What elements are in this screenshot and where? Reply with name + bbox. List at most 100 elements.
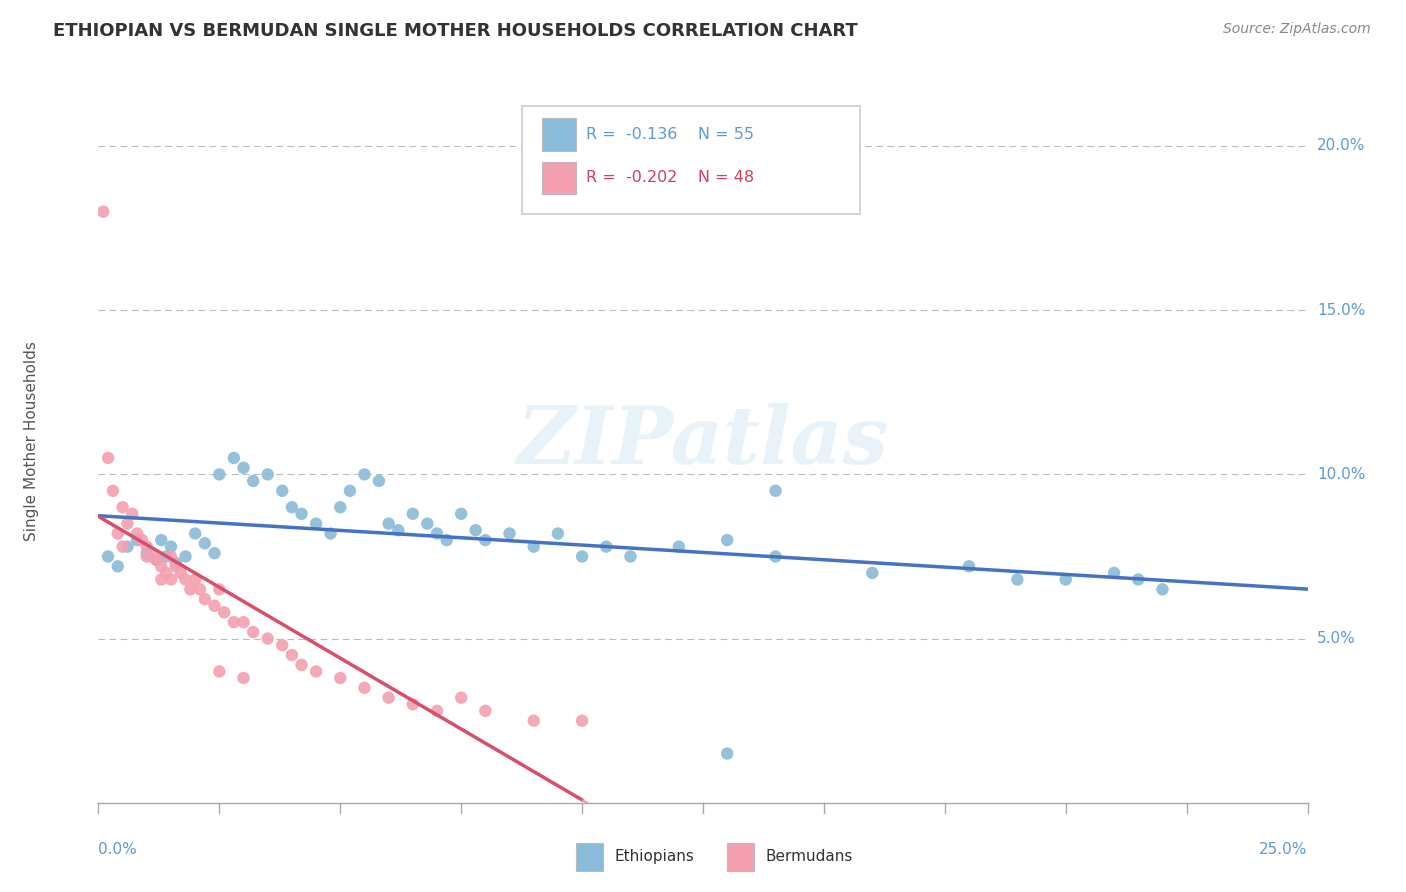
Text: 25.0%: 25.0% [1260,842,1308,857]
Point [208,582,231,597]
Point [184,573,207,587]
Point [436,533,458,547]
Point [256,632,278,646]
Point [668,540,690,554]
Point [91,204,114,219]
Point [498,526,520,541]
Point [523,540,546,554]
Point [232,671,254,685]
Point [305,665,328,679]
Point [416,516,439,531]
Text: 10.0%: 10.0% [1317,467,1365,482]
Point [107,526,129,541]
Point [194,536,217,550]
Point [571,549,593,564]
Point [290,657,312,672]
Text: R =  -0.202    N = 48: R = -0.202 N = 48 [586,170,754,186]
Point [160,573,183,587]
Point [765,549,787,564]
Point [329,671,352,685]
Point [232,615,254,630]
Point [450,690,472,705]
Point [402,507,425,521]
Point [319,526,342,541]
Text: ETHIOPIAN VS BERMUDAN SINGLE MOTHER HOUSEHOLDS CORRELATION CHART: ETHIOPIAN VS BERMUDAN SINGLE MOTHER HOUS… [53,22,858,40]
Point [188,582,211,597]
Point [145,553,167,567]
Text: 20.0%: 20.0% [1317,138,1365,153]
Point [165,559,187,574]
Text: 5.0%: 5.0% [1317,632,1355,646]
Point [101,483,124,498]
Point [165,556,187,570]
Point [571,714,593,728]
Point [1007,573,1029,587]
Point [256,467,278,482]
Point [135,546,157,560]
Point [426,526,449,541]
Point [127,526,149,541]
Point [271,483,294,498]
Text: Single Mother Households: Single Mother Households [24,342,39,541]
Point [290,507,312,521]
Point [1102,566,1125,580]
Point [135,540,157,554]
Point [716,747,738,761]
Point [957,559,980,574]
Point [194,592,217,607]
Bar [543,161,576,194]
Point [127,533,149,547]
Point [212,605,235,619]
Point [523,714,546,728]
Point [204,546,226,560]
Point [174,549,197,564]
Point [204,599,226,613]
Point [111,500,134,515]
Point [97,549,120,564]
Text: R =  -0.136    N = 55: R = -0.136 N = 55 [586,127,754,142]
Point [208,467,231,482]
Text: Ethiopians: Ethiopians [614,849,695,864]
Point [474,704,496,718]
Point [426,704,449,718]
Point [281,648,304,662]
Point [145,553,167,567]
Point [271,638,294,652]
Point [155,549,177,564]
Point [377,690,399,705]
Text: 0.0%: 0.0% [98,842,138,857]
Point [131,533,153,547]
Bar [576,843,603,871]
Point [169,566,191,580]
Point [619,549,641,564]
Point [160,540,183,554]
Point [450,507,472,521]
Point [150,559,173,574]
Text: Source: ZipAtlas.com: Source: ZipAtlas.com [1223,22,1371,37]
Point [111,540,134,554]
Point [184,526,207,541]
Point [242,474,264,488]
Point [107,559,129,574]
Point [387,523,409,537]
Point [135,549,157,564]
Bar [727,843,754,871]
Point [179,582,201,597]
Point [368,474,391,488]
Point [547,526,569,541]
Point [716,533,738,547]
Point [141,549,163,564]
Point [1128,573,1150,587]
Point [1054,573,1077,587]
Point [377,516,399,531]
Point [97,450,120,465]
Point [155,566,177,580]
Point [117,540,139,554]
Point [150,533,173,547]
Point [121,507,143,521]
Bar [543,119,576,151]
Point [160,549,183,564]
Point [765,483,787,498]
Point [402,698,425,712]
Point [174,573,197,587]
